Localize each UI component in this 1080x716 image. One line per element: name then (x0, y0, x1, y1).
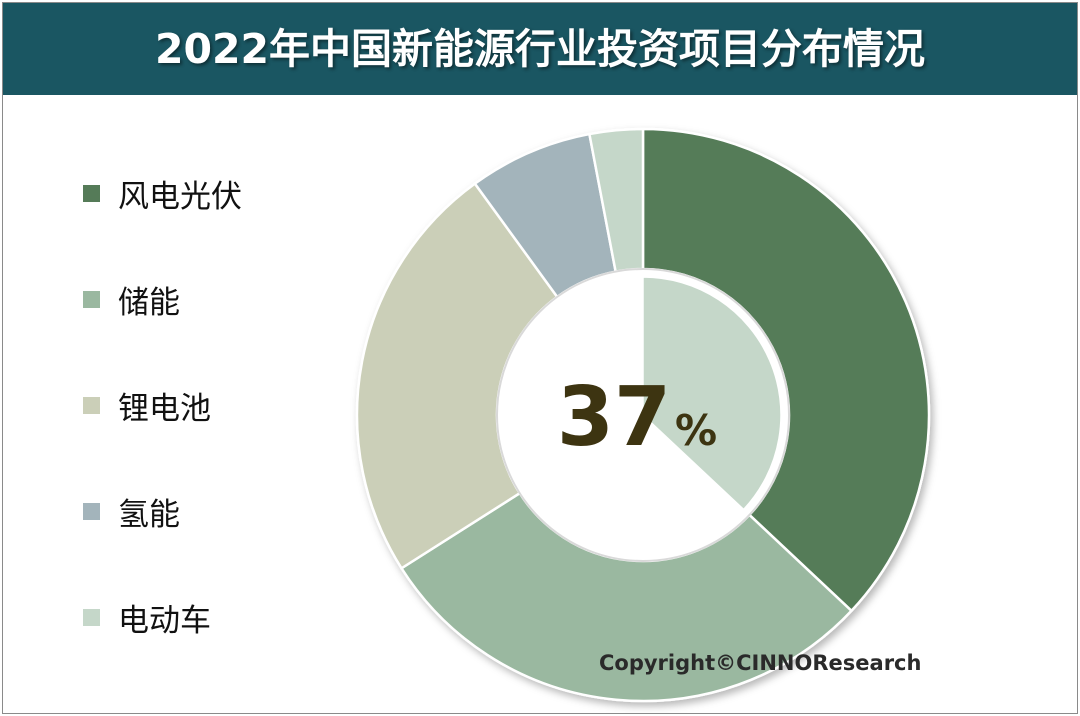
legend-label: 风电光伏 (118, 178, 242, 215)
legend-swatch (83, 396, 100, 414)
legend-swatch (83, 502, 100, 520)
copyright-text: Copyright©CINNOResearch (599, 651, 922, 675)
legend-item-4: 氢能 (83, 491, 180, 533)
legend-label: 氢能 (118, 496, 180, 533)
legend-item-2: 储能 (83, 279, 180, 321)
legend-swatch (83, 608, 100, 626)
legend-swatch (83, 290, 100, 308)
title-bar: 2022年中国新能源行业投资项目分布情况 (3, 3, 1077, 95)
legend-item-5: 电动车 (83, 597, 211, 639)
legend-label: 电动车 (118, 602, 211, 639)
legend-label: 锂电池 (118, 390, 211, 427)
center-percentage-value: 37 (557, 370, 671, 465)
legend-item-3: 锂电池 (83, 385, 211, 427)
donut-chart: 37% (355, 127, 931, 703)
center-percentage-unit: % (675, 406, 717, 455)
legend-item-1: 风电光伏 (83, 173, 242, 215)
chart-title: 2022年中国新能源行业投资项目分布情况 (154, 25, 926, 73)
chart-legend: 风电光伏储能锂电池氢能电动车 (83, 173, 343, 653)
center-percentage: 37% (557, 370, 717, 465)
legend-label: 储能 (118, 284, 180, 321)
legend-swatch (83, 184, 100, 202)
inner-highlight-wedge (642, 276, 782, 511)
